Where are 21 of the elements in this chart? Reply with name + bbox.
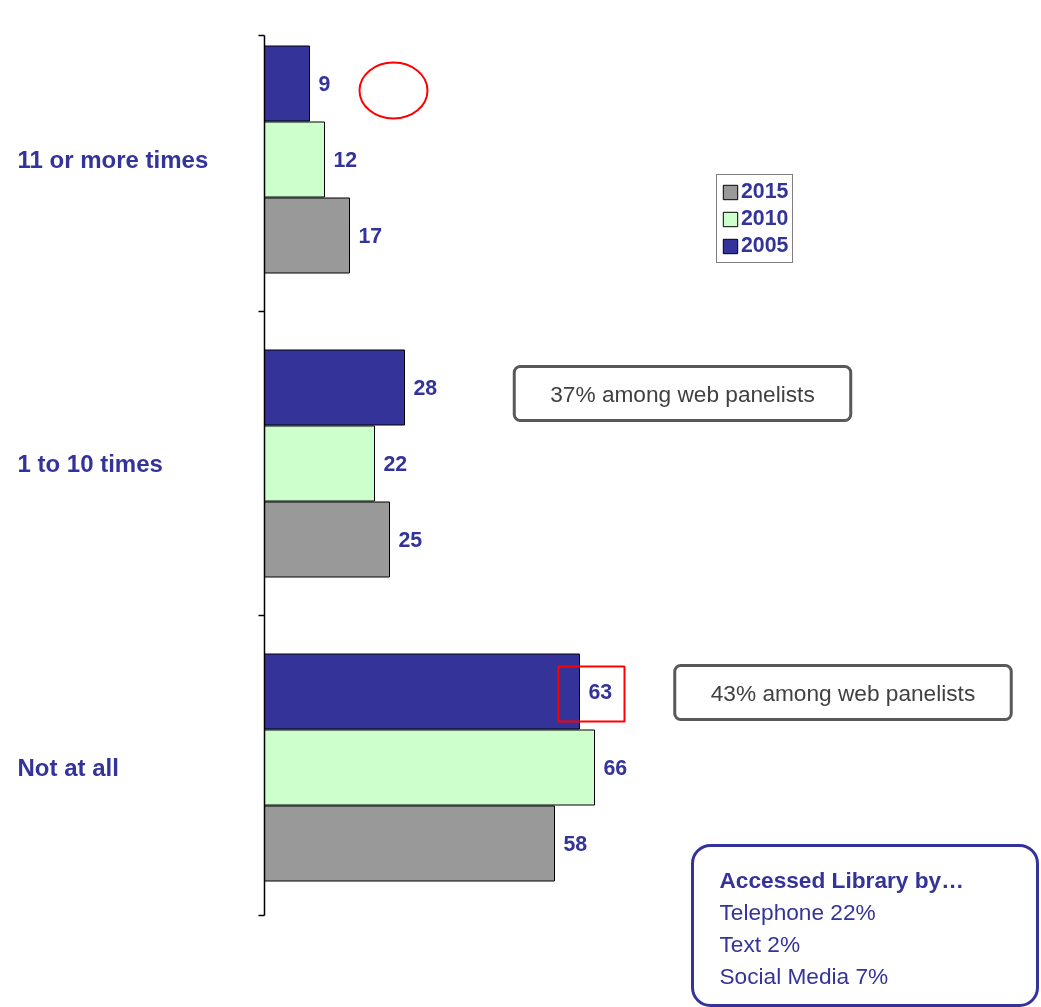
text: Social Media 7% bbox=[719, 962, 889, 989]
data-label: 17 bbox=[358, 224, 383, 248]
data-label: 63 bbox=[588, 680, 613, 704]
legend-label: 2010 bbox=[741, 206, 789, 231]
annotation: 37% among web panelists bbox=[550, 380, 815, 407]
data-label: 25 bbox=[398, 528, 423, 552]
text: 43% among web panelists bbox=[710, 679, 976, 706]
y-tick-label: 11 or more times bbox=[17, 146, 209, 173]
text: Text 2% bbox=[719, 930, 801, 957]
data-label: 66 bbox=[603, 756, 628, 780]
legend-label: 2005 bbox=[741, 233, 789, 258]
data-label: 22 bbox=[383, 452, 408, 476]
legend-label: 2015 bbox=[741, 179, 789, 204]
data-label: 58 bbox=[563, 832, 588, 856]
data-label: 28 bbox=[413, 376, 438, 400]
text: Accessed Library by… bbox=[719, 866, 964, 893]
data-label: 9 bbox=[318, 72, 331, 96]
y-tick-label: Not at all bbox=[17, 754, 119, 781]
text: Telephone 22% bbox=[719, 898, 876, 925]
data-label: 12 bbox=[333, 148, 358, 172]
y-tick-label: 1 to 10 times bbox=[17, 450, 163, 477]
